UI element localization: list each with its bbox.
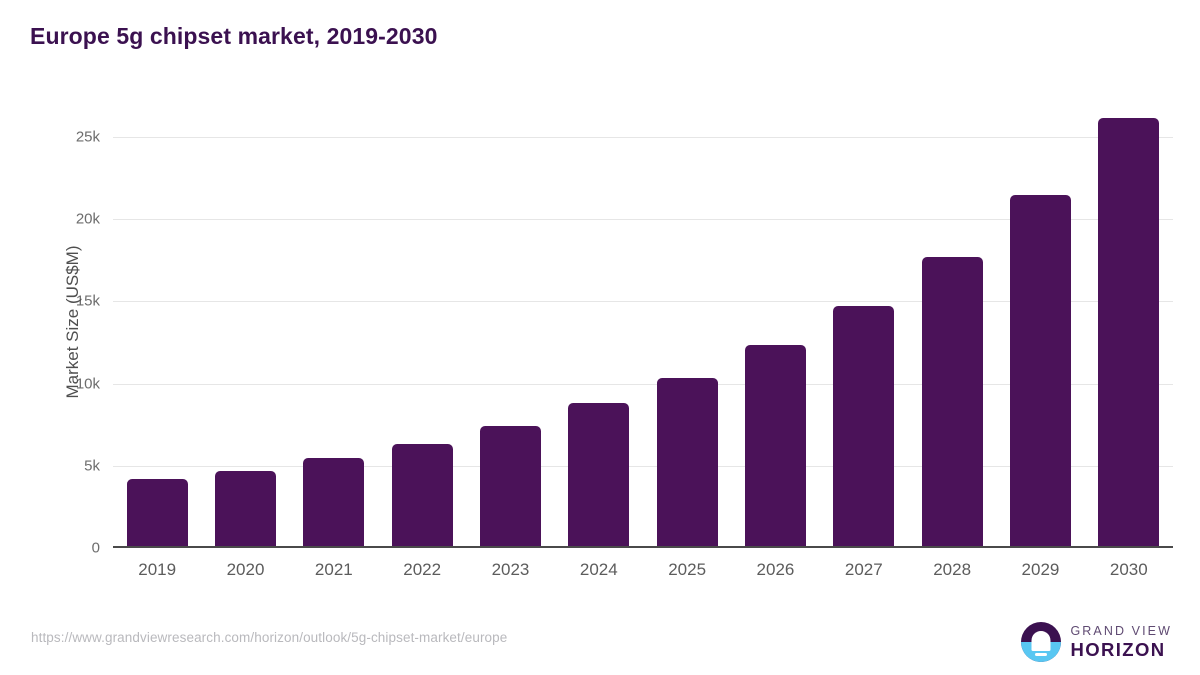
- grand-view-horizon-logo: GRAND VIEW HORIZON: [1021, 619, 1172, 665]
- x-axis-line: [113, 546, 1173, 548]
- bar-2020[interactable]: [214, 470, 276, 548]
- bar-2021[interactable]: [303, 457, 365, 548]
- x-axis-tick-label: 2019: [138, 560, 177, 579]
- bar-2029[interactable]: [1009, 194, 1071, 548]
- y-axis-tick-label: 25k: [75, 128, 100, 146]
- y-axis-tick-label: 20k: [75, 210, 100, 228]
- x-axis-tick-label: 2023: [491, 560, 530, 579]
- x-axis-tick-label: 2026: [756, 560, 795, 579]
- logo-ray-2: [1035, 653, 1048, 656]
- bar-slot: [113, 96, 201, 548]
- bar-2026[interactable]: [744, 345, 806, 548]
- grid-line: [113, 301, 1173, 303]
- grid-line: [113, 383, 1173, 385]
- bar-2023[interactable]: [479, 426, 541, 548]
- bar-slot: [731, 96, 819, 548]
- bar-slot: [996, 96, 1084, 548]
- bar-2028[interactable]: [921, 257, 983, 548]
- bar-slot: [1085, 96, 1173, 548]
- y-axis-tick-label: 15k: [75, 292, 100, 310]
- bar-series: [113, 96, 1173, 548]
- x-axis-tick-label: 2024: [579, 560, 618, 579]
- y-axis-title: Market Size (US$M): [63, 245, 82, 399]
- x-axis-tick-label: 2021: [314, 560, 353, 579]
- bar-2025[interactable]: [656, 377, 718, 548]
- bar-2019[interactable]: [126, 478, 188, 548]
- grid-line: [113, 219, 1173, 221]
- y-axis-title-wrap: Market Size (US$M): [53, 96, 93, 548]
- bar-slot: [466, 96, 554, 548]
- x-axis-tick-label: 2022: [403, 560, 442, 579]
- logo-water-shape: [1021, 642, 1062, 662]
- source-url[interactable]: https://www.grandviewresearch.com/horizo…: [31, 630, 508, 645]
- page-title: Europe 5g chipset market, 2019-2030: [30, 23, 438, 49]
- x-axis-tick-label: 2029: [1021, 560, 1060, 579]
- grid-line: [113, 137, 1173, 139]
- grid-line: [113, 465, 1173, 467]
- logo-bottom-text: HORIZON: [1070, 638, 1166, 660]
- logo-wordmark: GRAND VIEW HORIZON: [1070, 625, 1172, 659]
- logo-sun-shape: [1031, 631, 1051, 650]
- bar-slot: [378, 96, 466, 548]
- x-axis-tick-labels: 2019 2020 2021 2022 2023 2024 2025 2026 2027 2028…: [113, 560, 1173, 580]
- logo-ray-1: [1031, 648, 1051, 651]
- plot-area: [113, 96, 1173, 548]
- bar-slot: [555, 96, 643, 548]
- x-axis-tick-label: 2025: [668, 560, 707, 579]
- bar-2027[interactable]: [833, 306, 895, 548]
- x-axis-tick-label: 2030: [1109, 560, 1148, 579]
- bar-2024[interactable]: [568, 403, 630, 548]
- bar-slot: [643, 96, 731, 548]
- bar-2030[interactable]: [1098, 118, 1160, 548]
- y-axis-tick-label: 5k: [84, 457, 100, 475]
- x-axis-tick-label: 2028: [933, 560, 972, 579]
- horizon-sun-icon: [1021, 622, 1062, 662]
- bar-slot: [908, 96, 996, 548]
- x-axis-tick-label: 2027: [844, 560, 883, 579]
- bar-slot: [820, 96, 908, 548]
- logo-top-text: GRAND VIEW: [1070, 624, 1172, 638]
- x-axis-tick-label: 2020: [226, 560, 265, 579]
- y-axis-tick-label: 0: [91, 539, 100, 557]
- bar-slot: [290, 96, 378, 548]
- bar-slot: [201, 96, 289, 548]
- y-axis-tick-label: 10k: [75, 375, 100, 393]
- bar-2022[interactable]: [391, 443, 453, 548]
